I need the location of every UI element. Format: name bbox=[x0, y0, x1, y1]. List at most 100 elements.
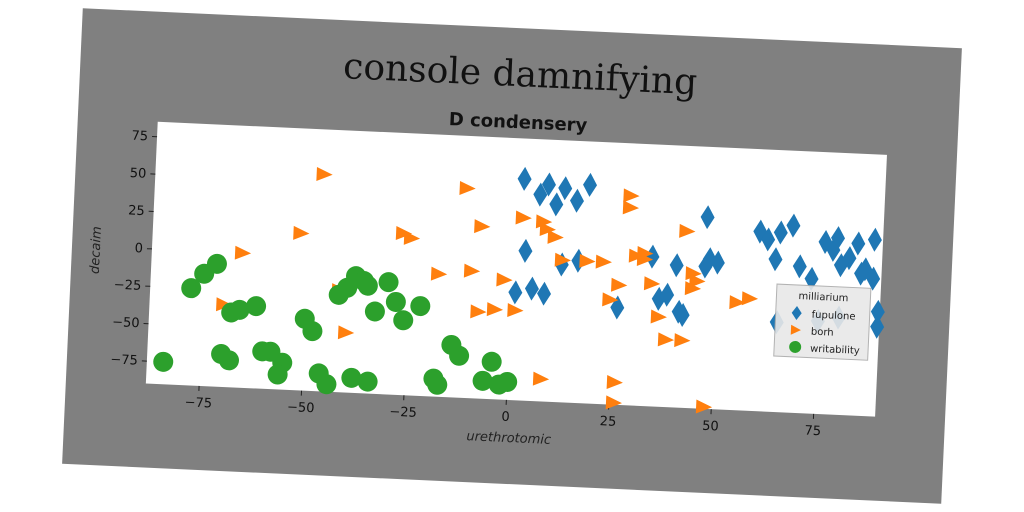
data-point-writability bbox=[252, 341, 273, 362]
data-point-borh bbox=[602, 292, 619, 307]
data-point-borh bbox=[216, 297, 233, 312]
data-point-borh bbox=[622, 200, 640, 215]
data-point-writability bbox=[316, 374, 337, 395]
data-point-fupulone bbox=[517, 166, 532, 191]
data-point-fupulone bbox=[786, 213, 801, 238]
data-point-writability bbox=[153, 351, 174, 372]
data-point-writability bbox=[341, 367, 362, 388]
scatter-points bbox=[153, 166, 885, 414]
data-point-writability bbox=[357, 275, 378, 296]
data-point-borh bbox=[628, 248, 646, 263]
data-point-fupulone bbox=[804, 266, 819, 291]
data-point-writability bbox=[497, 371, 518, 392]
data-point-fupulone bbox=[700, 205, 715, 230]
data-point-fupulone bbox=[533, 182, 548, 207]
legend-marker-fupulone bbox=[791, 305, 802, 320]
x-tick-label: 25 bbox=[599, 414, 616, 430]
data-point-fupulone bbox=[851, 231, 866, 256]
chart-canvas: console damnifying D condensery −75 −50 −2… bbox=[88, 46, 887, 448]
data-point-fupulone bbox=[753, 219, 768, 244]
data-point-borh bbox=[637, 245, 654, 260]
data-point-writability bbox=[385, 291, 406, 312]
y-tick-label: −50 bbox=[112, 315, 140, 331]
data-point-borh bbox=[685, 266, 702, 281]
data-point-borh bbox=[679, 223, 696, 238]
data-point-borh bbox=[532, 371, 550, 386]
data-point-writability bbox=[481, 351, 502, 372]
x-tick-label: −75 bbox=[184, 395, 212, 411]
data-point-fupulone bbox=[761, 227, 776, 252]
data-point-borh bbox=[403, 230, 421, 245]
data-point-writability bbox=[267, 364, 288, 385]
data-point-borh bbox=[547, 229, 564, 244]
data-point-borh bbox=[459, 180, 476, 195]
plot-area bbox=[145, 121, 887, 417]
data-point-writability bbox=[211, 343, 232, 364]
data-point-writability bbox=[393, 310, 414, 331]
x-tick-label: −25 bbox=[389, 405, 417, 421]
data-point-writability bbox=[378, 272, 399, 293]
data-point-fupulone bbox=[549, 192, 564, 217]
data-point-fupulone bbox=[870, 299, 885, 324]
data-point-borh bbox=[430, 266, 448, 281]
data-point-fupulone bbox=[792, 254, 807, 279]
chart-title: D condensery bbox=[448, 109, 588, 136]
data-point-fupulone bbox=[645, 244, 660, 269]
data-point-writability bbox=[357, 371, 378, 392]
data-point-borh bbox=[643, 276, 661, 291]
y-tick-label: −75 bbox=[110, 352, 138, 368]
chart-legend: milliarium fupulone borh writability bbox=[773, 283, 872, 361]
x-tick-label: 0 bbox=[501, 410, 510, 425]
data-point-writability bbox=[302, 321, 323, 342]
chart-suptitle: console damnifying bbox=[342, 46, 698, 103]
legend-label-borh: borh bbox=[811, 327, 834, 339]
data-point-borh bbox=[695, 399, 713, 414]
data-point-fupulone bbox=[518, 238, 533, 263]
data-point-borh bbox=[507, 303, 524, 318]
data-point-borh bbox=[623, 188, 640, 203]
data-point-fupulone bbox=[571, 248, 586, 273]
legend-title: milliarium bbox=[798, 291, 848, 304]
data-point-fupulone bbox=[702, 247, 717, 272]
data-point-fupulone bbox=[610, 295, 625, 320]
data-point-borh bbox=[606, 374, 623, 389]
data-point-borh bbox=[611, 277, 628, 292]
y-tick-label: 25 bbox=[128, 203, 145, 219]
legend-box bbox=[773, 283, 872, 361]
data-point-borh bbox=[293, 225, 310, 240]
data-point-fupulone bbox=[870, 314, 885, 339]
data-point-fupulone bbox=[831, 226, 846, 251]
y-axis-label: decaim bbox=[88, 226, 105, 274]
x-tick-label: −50 bbox=[287, 400, 315, 416]
legend-marker-writability bbox=[789, 340, 802, 353]
data-point-borh bbox=[474, 219, 491, 234]
y-tick-label: 50 bbox=[129, 166, 146, 182]
y-tick-label: 75 bbox=[131, 129, 148, 145]
data-point-borh bbox=[684, 281, 702, 296]
data-point-borh bbox=[539, 222, 556, 237]
data-point-fupulone bbox=[669, 253, 684, 278]
data-point-borh bbox=[470, 304, 487, 319]
data-point-borh bbox=[674, 333, 691, 348]
data-point-writability bbox=[229, 299, 250, 320]
data-point-borh bbox=[486, 302, 504, 317]
data-point-fupulone bbox=[866, 266, 881, 291]
chart-figure: console damnifying D condensery −75 −50 −2… bbox=[62, 8, 962, 504]
data-point-borh bbox=[395, 226, 413, 241]
data-point-fupulone bbox=[768, 247, 783, 272]
data-point-borh bbox=[595, 254, 612, 269]
data-point-fupulone bbox=[537, 281, 552, 306]
legend-label-writability: writability bbox=[810, 344, 860, 357]
data-point-fupulone bbox=[660, 282, 675, 307]
data-point-writability bbox=[472, 370, 493, 391]
data-point-borh bbox=[337, 325, 355, 340]
legend-marker-borh bbox=[790, 324, 801, 335]
data-point-borh bbox=[650, 309, 667, 324]
data-point-borh bbox=[554, 252, 571, 267]
data-point-fupulone bbox=[508, 280, 523, 305]
data-point-fupulone bbox=[675, 302, 690, 327]
data-point-writability bbox=[206, 253, 227, 274]
data-point-borh bbox=[496, 272, 513, 287]
data-point-fupulone bbox=[710, 250, 725, 275]
data-point-fupulone bbox=[858, 257, 873, 282]
